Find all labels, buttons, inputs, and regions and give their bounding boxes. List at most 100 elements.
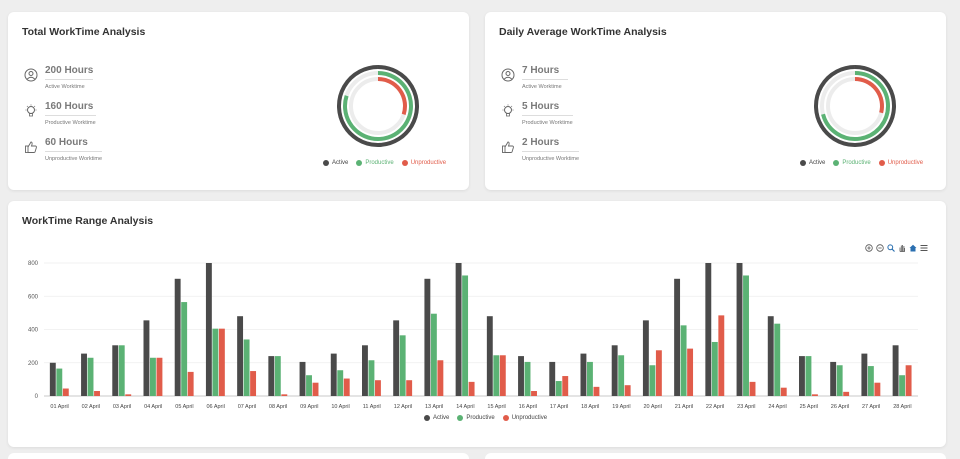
unproductive-bar [624, 385, 631, 396]
legend-productive-label: Productive [842, 160, 871, 166]
daily-productive-value: 5 Hours [522, 101, 573, 116]
productive-bar [618, 355, 625, 396]
daily-unproductive-stat: 2 Hours Unproductive Worktime [501, 137, 580, 162]
unproductive-bar [218, 328, 225, 396]
active-bar [861, 353, 868, 396]
legend-productive-label: Productive [466, 415, 495, 421]
zoom-out-icon[interactable] [876, 244, 884, 252]
productive-swatch [457, 415, 464, 421]
zoom-in-icon[interactable] [865, 244, 873, 252]
legend-productive[interactable]: Productive [833, 160, 871, 166]
lightbulb-icon [502, 104, 514, 117]
x-tick-label: 03 April [113, 404, 131, 410]
x-tick-label: 22 April [706, 404, 724, 410]
active-bar [549, 361, 556, 396]
legend-unproductive[interactable]: Unproductive [502, 415, 547, 421]
active-bar [674, 278, 681, 396]
total-legend: Active Productive Unproductive [323, 160, 446, 166]
range-legend: Active Productive Unproductive [424, 415, 547, 421]
unproductive-bar [250, 371, 257, 396]
active-bar [455, 263, 462, 396]
productive-swatch [356, 160, 363, 166]
unproductive-ring-arc [854, 77, 884, 114]
x-tick-label: 24 April [768, 404, 786, 410]
productive-bar [743, 275, 749, 396]
legend-active[interactable]: Active [424, 415, 449, 421]
magnify-icon[interactable] [887, 244, 895, 252]
x-tick-label: 18 April [581, 404, 599, 410]
active-bar [393, 320, 400, 396]
x-tick-label: 01 April [50, 404, 68, 410]
legend-active[interactable]: Active [323, 160, 348, 166]
legend-active[interactable]: Active [800, 160, 825, 166]
total-active-stat: 200 Hours Active Worktime [24, 65, 94, 90]
productive-bar [680, 325, 687, 396]
active-bar [362, 345, 368, 396]
active-bar [799, 356, 805, 396]
y-tick-label: 0 [35, 394, 39, 400]
legend-productive[interactable]: Productive [356, 160, 394, 166]
productive-bar [587, 361, 593, 396]
active-bar [705, 263, 712, 396]
unproductive-bar [312, 382, 319, 396]
x-tick-label: 16 April [519, 404, 537, 410]
thumbs-down-icon [502, 141, 514, 153]
legend-unproductive[interactable]: Unproductive [878, 160, 923, 166]
productive-bar [836, 365, 843, 396]
unproductive-bar [281, 394, 288, 396]
active-bar [830, 361, 837, 396]
productive-bar [649, 365, 656, 396]
legend-unproductive[interactable]: Unproductive [401, 160, 447, 166]
productive-bar [555, 381, 562, 396]
next-card-edge-left [8, 453, 469, 459]
active-bar [49, 362, 56, 396]
menu-icon[interactable] [920, 244, 928, 252]
total-active-value: 200 Hours [45, 65, 94, 80]
active-bar [767, 316, 774, 396]
active-ring-arc [814, 65, 896, 147]
productive-bar [274, 356, 281, 396]
active-bar [486, 316, 493, 396]
legend-productive[interactable]: Productive [457, 415, 495, 421]
unproductive-swatch [502, 415, 509, 421]
total-productive-value: 160 Hours [45, 101, 96, 116]
total-worktime-card: Total WorkTime Analysis 200 Hours Active… [8, 12, 469, 190]
unproductive-bar [780, 387, 787, 396]
x-tick-label: 23 April [737, 404, 755, 410]
x-tick-label: 02 April [82, 404, 100, 410]
y-tick-label: 800 [28, 261, 39, 267]
total-unproductive-stat: 60 Hours Unproductive Worktime [24, 137, 103, 162]
total-worktime-title: Total WorkTime Analysis [22, 26, 146, 38]
daily-unproductive-value: 2 Hours [522, 137, 580, 152]
active-bar [892, 345, 899, 396]
x-tick-label: 17 April [550, 404, 568, 410]
home-icon[interactable] [909, 244, 917, 252]
total-active-label: Active Worktime [45, 84, 85, 90]
unproductive-bar [406, 380, 413, 396]
productive-bar [399, 335, 406, 396]
active-bar [736, 263, 743, 396]
active-bar [518, 356, 524, 396]
daily-average-card: Daily Average WorkTime Analysis 7 Hours … [485, 12, 946, 190]
legend-unproductive-label: Unproductive [410, 160, 447, 166]
active-bar [268, 356, 275, 396]
productive-bar [430, 313, 437, 396]
legend-active-label: Active [433, 415, 450, 421]
range-analysis-card: WorkTime Range Analysis 0 200 400 600 800 01 … [8, 201, 946, 447]
unproductive-bar [499, 355, 506, 396]
productive-ring-arc [343, 71, 413, 141]
productive-bar [867, 366, 874, 396]
range-bar-chart: 0 200 400 600 800 01 April 02 April 03 April 04 … [28, 261, 918, 410]
unproductive-bar [655, 350, 662, 396]
total-unproductive-label: Unproductive Worktime [45, 156, 103, 162]
productive-bar [774, 323, 781, 396]
x-tick-label: 08 April [269, 404, 287, 410]
x-tick-label: 13 April [425, 404, 443, 410]
pan-icon[interactable] [898, 244, 906, 252]
user-icon [24, 68, 38, 82]
daily-active-label: Active Worktime [522, 84, 562, 90]
active-bar [580, 353, 587, 396]
unproductive-bar [749, 381, 756, 396]
x-tick-label: 10 April [331, 404, 349, 410]
legend-productive-label: Productive [365, 160, 394, 166]
